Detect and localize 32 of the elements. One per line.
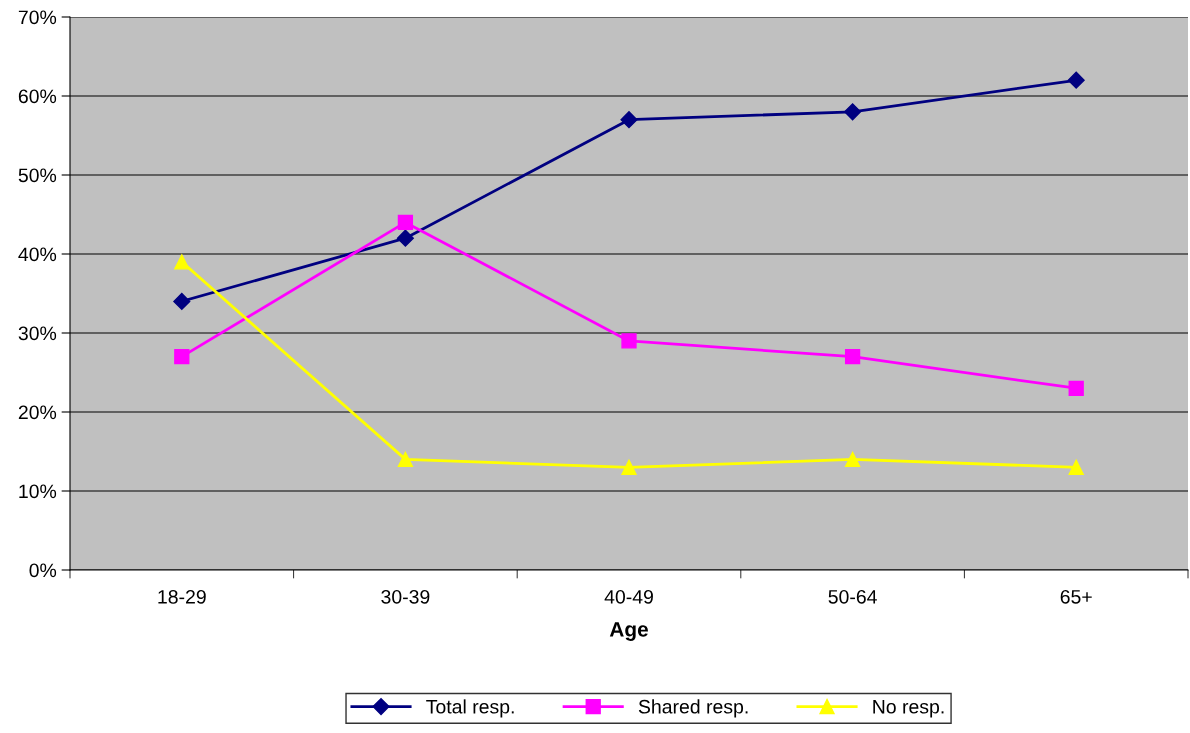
point: [397, 214, 414, 231]
y-tick-label: 60%: [18, 89, 57, 104]
point: [844, 451, 861, 468]
x-tick-label: 65+: [1060, 589, 1092, 604]
x-axis-title: Age: [609, 622, 648, 641]
legend-label: Shared resp.: [638, 699, 748, 718]
point: [396, 229, 414, 247]
point: [620, 111, 638, 129]
point: [174, 349, 190, 365]
y-tick-label: 20%: [18, 405, 57, 420]
y-tick-label: 30%: [18, 326, 57, 341]
point: [844, 349, 861, 365]
x-tick-label: 30-39: [381, 589, 430, 604]
point: [621, 333, 637, 349]
y-tick-label: 50%: [18, 168, 57, 183]
x-tick-label: 50-64: [828, 589, 877, 604]
point: [1068, 459, 1084, 475]
x-tick-label: 40-49: [604, 589, 653, 604]
y-tick-label: 10%: [19, 484, 57, 499]
point: [173, 292, 191, 310]
point: [174, 254, 190, 270]
legend-label: Total resp.: [426, 699, 514, 718]
point: [1068, 380, 1084, 396]
point: [621, 459, 637, 475]
point: [1067, 71, 1085, 89]
y-tick-label: 0%: [29, 563, 57, 578]
y-tick-label: 70%: [18, 10, 57, 25]
point: [397, 451, 414, 468]
y-tick-label: 40%: [18, 247, 57, 262]
point: [844, 103, 862, 121]
legend-label: No resp.: [873, 700, 944, 718]
x-tick-label: 18-29: [158, 589, 206, 604]
